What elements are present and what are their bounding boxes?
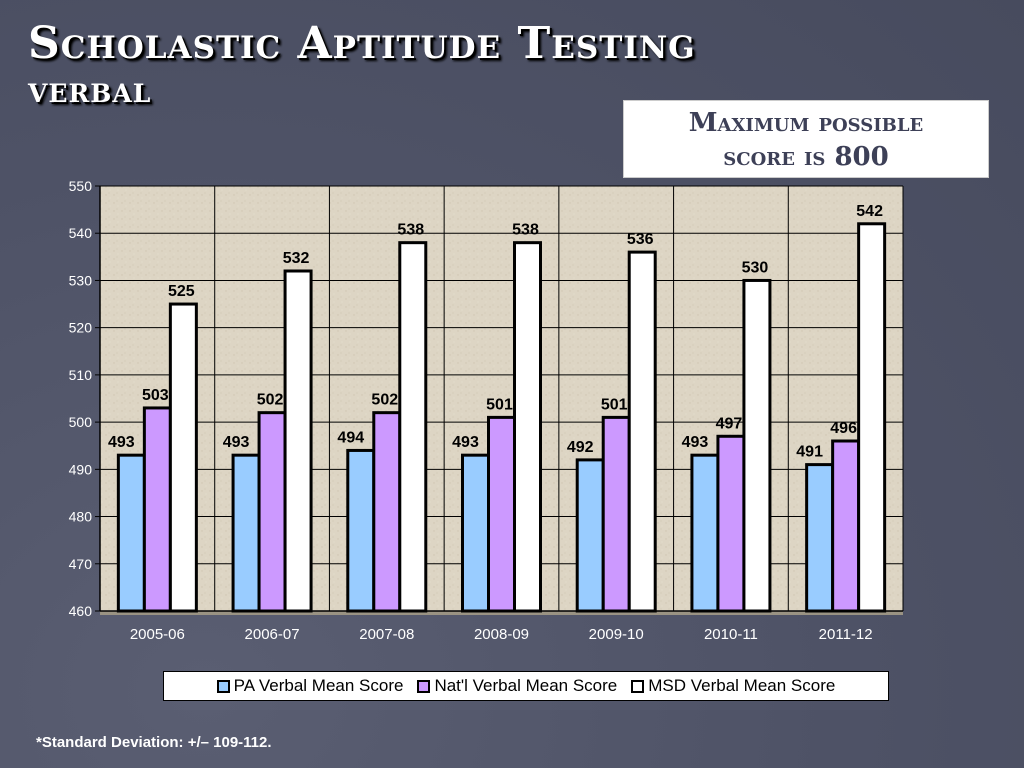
bar-2007-08-series-2 bbox=[398, 241, 428, 613]
data-label-2006-07-series-1: 502 bbox=[257, 392, 284, 409]
data-label-2006-07-series-2: 532 bbox=[283, 250, 310, 267]
max-score-note: Maximum possible score is 800 bbox=[623, 100, 989, 178]
data-label-2011-12-series-1: 496 bbox=[830, 420, 857, 437]
data-label-2008-09-series-2: 538 bbox=[512, 222, 539, 239]
bar-2008-09-series-1 bbox=[487, 415, 516, 613]
legend-label-msd: MSD Verbal Mean Score bbox=[648, 676, 836, 695]
y-tick-label-500: 500 bbox=[69, 414, 93, 430]
data-label-2009-10-series-1: 501 bbox=[601, 396, 628, 413]
bar-2010-11-series-2 bbox=[742, 278, 772, 613]
data-label-2005-06-series-1: 503 bbox=[142, 387, 169, 404]
legend-item-msd: MSD Verbal Mean Score bbox=[631, 676, 835, 696]
bar-2005-06-series-0 bbox=[116, 453, 146, 613]
bar-2005-06-series-1 bbox=[142, 406, 172, 613]
bar-2007-08-series-0 bbox=[346, 448, 376, 613]
data-label-2010-11-series-2: 530 bbox=[742, 259, 769, 276]
y-tick-label-480: 480 bbox=[69, 509, 93, 525]
data-label-2010-11-series-0: 493 bbox=[682, 434, 709, 451]
data-label-2008-09-series-1: 501 bbox=[486, 396, 513, 413]
bar-2009-10-series-2 bbox=[627, 250, 657, 613]
bar-2011-12-series-2 bbox=[857, 222, 887, 613]
x-tick-label-2010-11: 2010-11 bbox=[704, 626, 758, 643]
footnote: *Standard Deviation: +/– 109-112. bbox=[36, 734, 272, 751]
bar-2010-11-series-0 bbox=[690, 453, 720, 613]
x-tick-label-2008-09: 2008-09 bbox=[474, 626, 529, 643]
bar-2008-09-series-0 bbox=[461, 453, 490, 613]
y-tick-label-470: 470 bbox=[69, 556, 93, 572]
data-label-2011-12-series-2: 542 bbox=[856, 203, 883, 220]
y-tick-label-460: 460 bbox=[69, 603, 93, 619]
data-label-2008-09-series-0: 493 bbox=[452, 434, 479, 451]
max-score-note-line-2: score is 800 bbox=[723, 142, 889, 172]
x-tick-label-2007-08: 2007-08 bbox=[359, 626, 414, 643]
legend-label-pa: PA Verbal Mean Score bbox=[233, 676, 404, 695]
data-label-2007-08-series-2: 538 bbox=[397, 222, 424, 239]
x-tick-label-2009-10: 2009-10 bbox=[589, 626, 644, 643]
legend-swatch-msd bbox=[631, 679, 645, 693]
y-tick-label-510: 510 bbox=[69, 367, 93, 383]
x-tick-label-2011-12: 2011-12 bbox=[819, 626, 873, 643]
data-label-2009-10-series-2: 536 bbox=[627, 231, 654, 248]
bar-2006-07-series-1 bbox=[257, 411, 287, 613]
slide-subtitle: verbal bbox=[28, 69, 152, 111]
chart-legend: PA Verbal Mean Score Nat'l Verbal Mean S… bbox=[163, 671, 889, 701]
slide-title: Scholastic Aptitude Testing bbox=[28, 18, 696, 69]
plot-floor bbox=[100, 611, 903, 615]
bar-2006-07-series-2 bbox=[283, 269, 313, 613]
legend-label-national: Nat'l Verbal Mean Score bbox=[434, 676, 618, 695]
y-tick-label-490: 490 bbox=[69, 461, 93, 477]
bar-2009-10-series-0 bbox=[575, 458, 605, 613]
y-tick-label-520: 520 bbox=[69, 320, 93, 336]
data-label-2005-06-series-0: 493 bbox=[108, 434, 135, 451]
legend-item-national: Nat'l Verbal Mean Score bbox=[417, 676, 617, 696]
legend-item-pa: PA Verbal Mean Score bbox=[216, 676, 404, 696]
data-label-2006-07-series-0: 493 bbox=[223, 434, 250, 451]
bar-2007-08-series-1 bbox=[372, 411, 402, 613]
bar-2008-09-series-2 bbox=[513, 241, 542, 613]
data-label-2011-12-series-0: 491 bbox=[796, 444, 823, 461]
bar-2009-10-series-1 bbox=[601, 415, 631, 613]
data-label-2010-11-series-1: 497 bbox=[716, 415, 743, 432]
bar-2005-06-series-2 bbox=[168, 302, 198, 613]
bar-2011-12-series-1 bbox=[831, 439, 861, 613]
x-tick-label-2006-07: 2006-07 bbox=[245, 626, 300, 643]
data-label-2007-08-series-1: 502 bbox=[371, 392, 398, 409]
bar-2010-11-series-1 bbox=[716, 434, 746, 613]
data-label-2007-08-series-0: 494 bbox=[337, 429, 364, 446]
x-tick-label-2005-06: 2005-06 bbox=[130, 626, 185, 643]
y-tick-label-530: 530 bbox=[69, 272, 93, 288]
legend-swatch-national bbox=[417, 679, 431, 693]
data-label-2005-06-series-2: 525 bbox=[168, 283, 195, 300]
y-tick-label-540: 540 bbox=[69, 225, 93, 241]
bar-2006-07-series-0 bbox=[231, 453, 261, 613]
max-score-note-line-1: Maximum possible bbox=[688, 108, 924, 138]
y-tick-label-550: 550 bbox=[69, 178, 93, 194]
data-label-2009-10-series-0: 492 bbox=[567, 439, 594, 456]
bar-2011-12-series-0 bbox=[805, 463, 835, 613]
legend-swatch-pa bbox=[216, 679, 230, 693]
